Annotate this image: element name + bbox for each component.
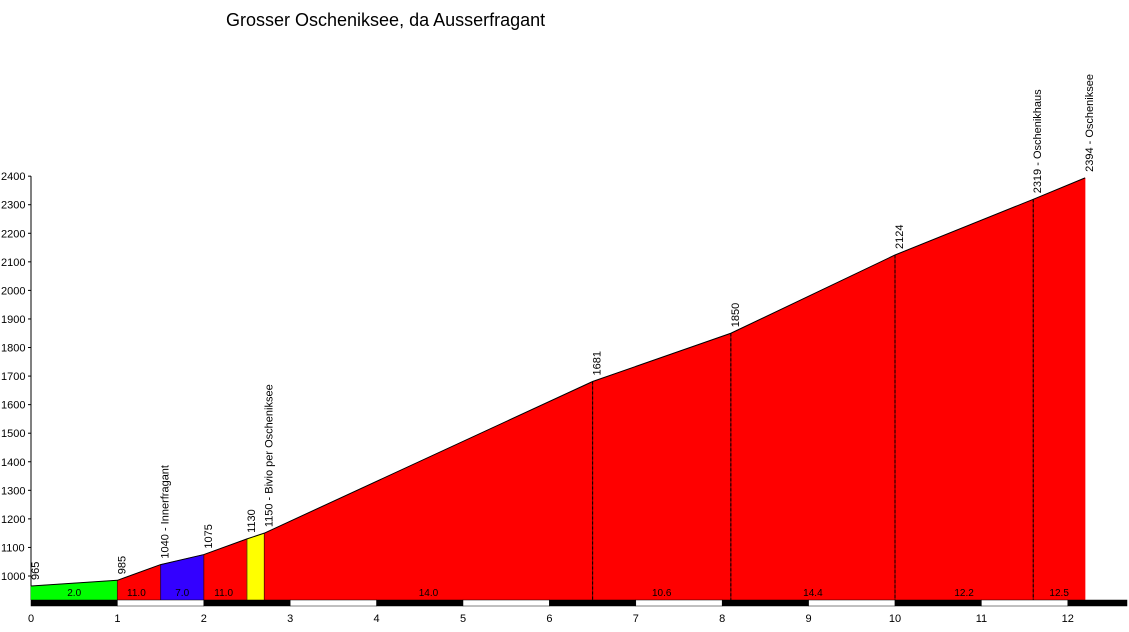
distance-bar-km	[376, 599, 464, 607]
distance-bar-km	[635, 599, 723, 607]
distance-scale-bar	[30, 599, 1128, 607]
x-tick-label: 6	[546, 613, 552, 625]
y-tick-label: 1700	[1, 371, 25, 383]
profile-segment	[894, 198, 1034, 601]
y-tick-label: 1100	[1, 542, 25, 554]
elevation-labels: 965 985 1040 - Innerfragant 1075 1130 1150 - …	[30, 74, 1096, 580]
distance-bar-km	[117, 599, 205, 607]
y-tick-label: 2100	[1, 257, 25, 269]
y-tick-label: 2400	[1, 171, 25, 183]
x-tick-label: 9	[806, 613, 812, 625]
y-tick-label: 2200	[1, 228, 25, 240]
profile-areas	[30, 177, 1086, 601]
marker-lines	[592, 199, 1034, 600]
elevation-label: 1681	[592, 351, 604, 375]
distance-bar-km	[1067, 599, 1128, 607]
elevation-label: 1130	[246, 509, 258, 533]
distance-bar-km	[721, 599, 809, 607]
elevation-label: 1150 - Bivio per Oscheniksee	[263, 384, 275, 527]
chart-title: Grosser Oscheniksee, da Ausserfragant	[226, 10, 546, 30]
distance-bar-km	[549, 599, 637, 607]
y-tick-label: 1200	[1, 514, 25, 526]
x-tick-label: 0	[28, 613, 34, 625]
gradient-label: 14.0	[419, 588, 439, 599]
x-tick-label: 10	[889, 613, 901, 625]
y-tick-label: 1600	[1, 400, 25, 412]
x-tick-label: 4	[374, 613, 380, 625]
profile-segment	[592, 332, 732, 601]
distance-bar-km	[808, 599, 896, 607]
gradient-labels: 2.0 11.0 7.0 11.0 14.0 10.6 14.4 12.2 12.5	[67, 588, 1069, 599]
y-tick-label: 1400	[1, 457, 25, 469]
y-axis: 1000 1100 1200 1300 1400 1500 1600 1700 1800 1900…	[1, 171, 32, 600]
gradient-label: 14.4	[803, 588, 823, 599]
y-tick-label: 1800	[1, 343, 25, 355]
profile-segment	[730, 254, 896, 601]
distance-bar-km	[30, 599, 118, 607]
elevation-label: 2319 - Oschenikhaus	[1032, 89, 1044, 193]
x-tick-label: 11	[976, 613, 987, 625]
x-tick-label: 5	[460, 613, 466, 625]
elevation-label: 2124	[894, 225, 906, 249]
y-tick-label: 1500	[1, 428, 25, 440]
y-tick-label: 1300	[1, 485, 25, 497]
y-tick-label: 1000	[1, 571, 25, 583]
y-tick-label: 2300	[1, 200, 25, 212]
gradient-label: 7.0	[175, 588, 189, 599]
profile-segment	[246, 532, 265, 601]
gradient-label: 2.0	[67, 588, 81, 599]
x-axis: 0 1 2 3 4 5 6 7 8 9 10 11 12	[28, 613, 1074, 625]
gradient-label: 12.5	[1049, 588, 1069, 599]
elevation-label: 985	[116, 556, 128, 574]
elevation-label: 1040 - Innerfragant	[160, 465, 172, 559]
distance-bar-km	[462, 599, 550, 607]
elevation-label: 965	[30, 562, 42, 580]
x-tick-label: 1	[114, 613, 120, 625]
gradient-label: 11.0	[214, 588, 233, 599]
y-tick-label: 2000	[1, 285, 25, 297]
distance-bar-km	[203, 599, 291, 607]
x-tick-label: 12	[1062, 613, 1074, 625]
x-tick-label: 2	[201, 613, 207, 625]
distance-bar-km	[981, 599, 1069, 607]
gradient-label: 10.6	[652, 588, 672, 599]
profile-segment	[264, 381, 593, 601]
y-tick-label: 1900	[1, 314, 25, 326]
profile-segment	[1032, 177, 1086, 601]
x-tick-label: 8	[719, 613, 725, 625]
elevation-label: 1075	[203, 524, 215, 548]
x-tick-label: 3	[287, 613, 293, 625]
elevation-label: 2394 - Oscheniksee	[1084, 74, 1096, 172]
distance-bar-km	[894, 599, 982, 607]
x-tick-label: 7	[633, 613, 639, 625]
elevation-label: 1850	[730, 303, 742, 327]
gradient-label: 12.2	[954, 588, 974, 599]
gradient-label: 11.0	[127, 588, 146, 599]
distance-bar-km	[289, 599, 377, 607]
